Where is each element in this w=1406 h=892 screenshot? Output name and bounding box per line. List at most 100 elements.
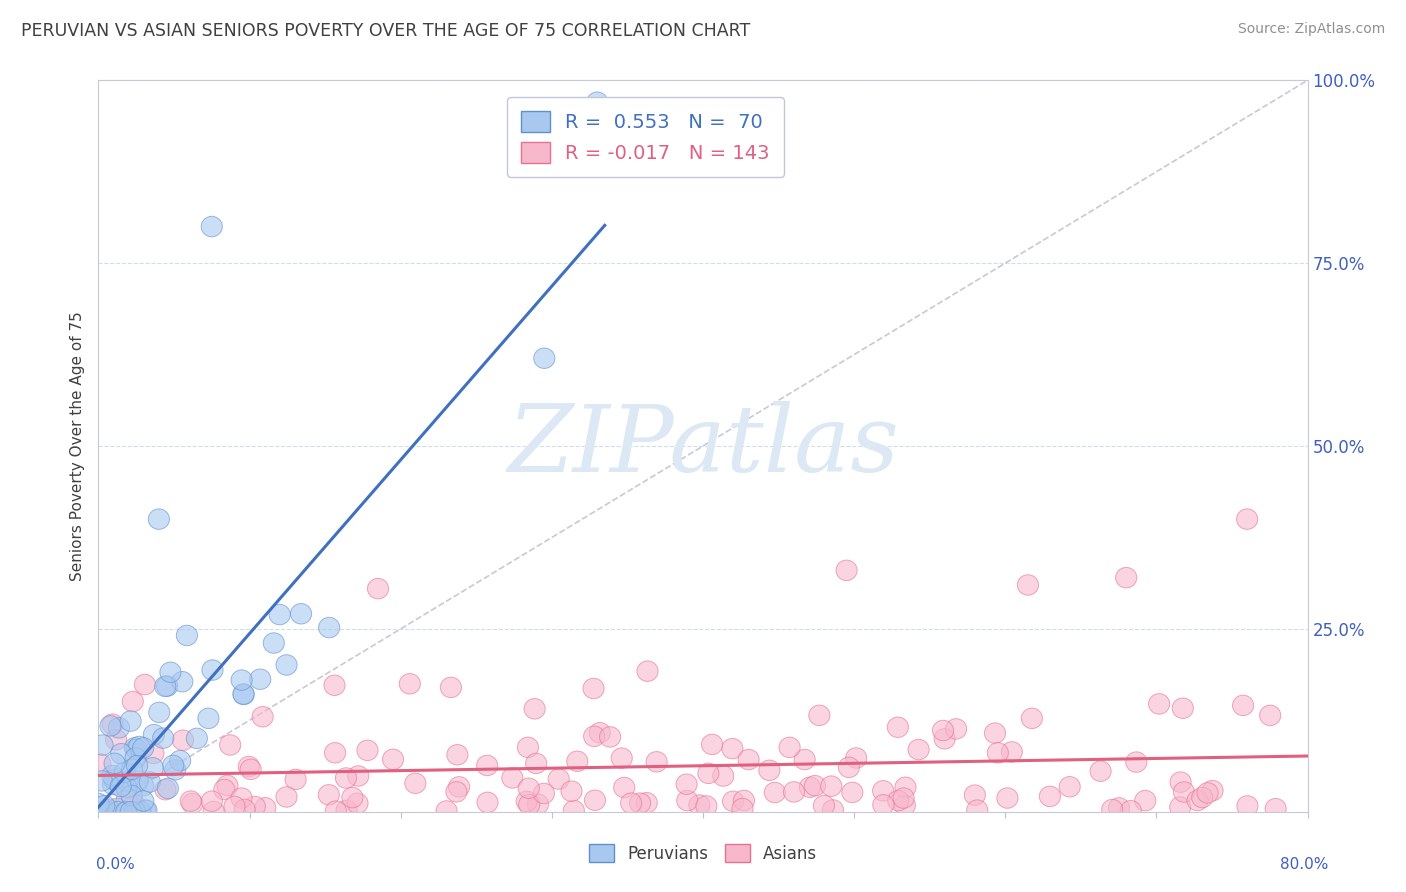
Ellipse shape bbox=[738, 749, 759, 770]
Ellipse shape bbox=[319, 617, 340, 638]
Ellipse shape bbox=[533, 783, 554, 804]
Ellipse shape bbox=[1170, 772, 1191, 792]
Ellipse shape bbox=[245, 797, 266, 817]
Legend: Peruvians, Asians: Peruvians, Asians bbox=[582, 838, 824, 869]
Ellipse shape bbox=[987, 743, 1008, 763]
Ellipse shape bbox=[808, 705, 830, 725]
Ellipse shape bbox=[104, 770, 125, 790]
Ellipse shape bbox=[214, 780, 235, 800]
Ellipse shape bbox=[323, 675, 344, 696]
Ellipse shape bbox=[173, 730, 194, 750]
Ellipse shape bbox=[186, 728, 208, 748]
Ellipse shape bbox=[845, 747, 866, 768]
Ellipse shape bbox=[91, 771, 112, 791]
Ellipse shape bbox=[887, 790, 908, 811]
Ellipse shape bbox=[155, 676, 176, 697]
Ellipse shape bbox=[1236, 509, 1258, 529]
Ellipse shape bbox=[733, 798, 754, 819]
Ellipse shape bbox=[1233, 695, 1254, 715]
Ellipse shape bbox=[136, 800, 157, 821]
Text: PERUVIAN VS ASIAN SENIORS POVERTY OVER THE AGE OF 75 CORRELATION CHART: PERUVIAN VS ASIAN SENIORS POVERTY OVER T… bbox=[21, 22, 751, 40]
Ellipse shape bbox=[837, 560, 858, 581]
Ellipse shape bbox=[148, 509, 170, 529]
Ellipse shape bbox=[107, 802, 128, 822]
Ellipse shape bbox=[240, 759, 262, 780]
Ellipse shape bbox=[779, 737, 800, 757]
Ellipse shape bbox=[202, 660, 224, 681]
Ellipse shape bbox=[143, 724, 165, 745]
Ellipse shape bbox=[336, 800, 357, 821]
Ellipse shape bbox=[121, 802, 142, 822]
Ellipse shape bbox=[198, 708, 219, 729]
Ellipse shape bbox=[357, 740, 378, 761]
Ellipse shape bbox=[132, 791, 153, 811]
Ellipse shape bbox=[519, 778, 540, 798]
Ellipse shape bbox=[291, 604, 312, 624]
Ellipse shape bbox=[165, 760, 186, 780]
Ellipse shape bbox=[1121, 800, 1142, 821]
Ellipse shape bbox=[120, 711, 141, 731]
Ellipse shape bbox=[564, 800, 585, 821]
Ellipse shape bbox=[217, 775, 238, 796]
Ellipse shape bbox=[1170, 797, 1191, 817]
Ellipse shape bbox=[135, 800, 156, 821]
Ellipse shape bbox=[97, 802, 118, 822]
Ellipse shape bbox=[117, 772, 138, 792]
Ellipse shape bbox=[696, 796, 717, 816]
Ellipse shape bbox=[965, 785, 986, 805]
Ellipse shape bbox=[127, 771, 148, 791]
Ellipse shape bbox=[157, 778, 179, 798]
Ellipse shape bbox=[276, 655, 297, 675]
Ellipse shape bbox=[111, 744, 132, 764]
Ellipse shape bbox=[821, 776, 842, 797]
Ellipse shape bbox=[127, 756, 148, 776]
Ellipse shape bbox=[202, 801, 224, 822]
Ellipse shape bbox=[231, 670, 252, 690]
Ellipse shape bbox=[1197, 782, 1218, 803]
Ellipse shape bbox=[1108, 797, 1129, 818]
Ellipse shape bbox=[702, 734, 723, 755]
Ellipse shape bbox=[723, 791, 744, 812]
Ellipse shape bbox=[997, 788, 1018, 808]
Ellipse shape bbox=[201, 791, 222, 812]
Ellipse shape bbox=[1021, 708, 1042, 729]
Ellipse shape bbox=[524, 698, 546, 719]
Ellipse shape bbox=[908, 739, 929, 760]
Ellipse shape bbox=[149, 702, 170, 723]
Ellipse shape bbox=[589, 723, 610, 743]
Ellipse shape bbox=[342, 788, 363, 808]
Ellipse shape bbox=[163, 756, 184, 776]
Y-axis label: Seniors Poverty Over the Age of 75: Seniors Poverty Over the Age of 75 bbox=[70, 311, 86, 581]
Ellipse shape bbox=[449, 777, 470, 797]
Ellipse shape bbox=[934, 729, 955, 749]
Ellipse shape bbox=[233, 684, 254, 705]
Ellipse shape bbox=[238, 756, 260, 777]
Ellipse shape bbox=[838, 757, 859, 778]
Ellipse shape bbox=[1192, 788, 1213, 808]
Ellipse shape bbox=[932, 720, 953, 740]
Ellipse shape bbox=[734, 790, 755, 811]
Ellipse shape bbox=[91, 735, 112, 756]
Ellipse shape bbox=[143, 743, 165, 764]
Ellipse shape bbox=[1001, 741, 1022, 762]
Ellipse shape bbox=[124, 802, 145, 822]
Ellipse shape bbox=[676, 790, 697, 811]
Ellipse shape bbox=[894, 777, 917, 797]
Ellipse shape bbox=[946, 719, 967, 739]
Ellipse shape bbox=[94, 796, 115, 816]
Ellipse shape bbox=[583, 678, 605, 698]
Ellipse shape bbox=[713, 765, 734, 786]
Ellipse shape bbox=[121, 785, 142, 805]
Ellipse shape bbox=[1018, 574, 1039, 595]
Ellipse shape bbox=[516, 791, 537, 812]
Ellipse shape bbox=[180, 791, 201, 812]
Ellipse shape bbox=[1237, 796, 1258, 816]
Ellipse shape bbox=[153, 728, 174, 748]
Ellipse shape bbox=[1059, 777, 1080, 797]
Ellipse shape bbox=[103, 774, 124, 795]
Ellipse shape bbox=[347, 793, 368, 814]
Ellipse shape bbox=[1173, 698, 1194, 718]
Ellipse shape bbox=[399, 673, 420, 694]
Ellipse shape bbox=[156, 676, 177, 697]
Ellipse shape bbox=[115, 802, 136, 822]
